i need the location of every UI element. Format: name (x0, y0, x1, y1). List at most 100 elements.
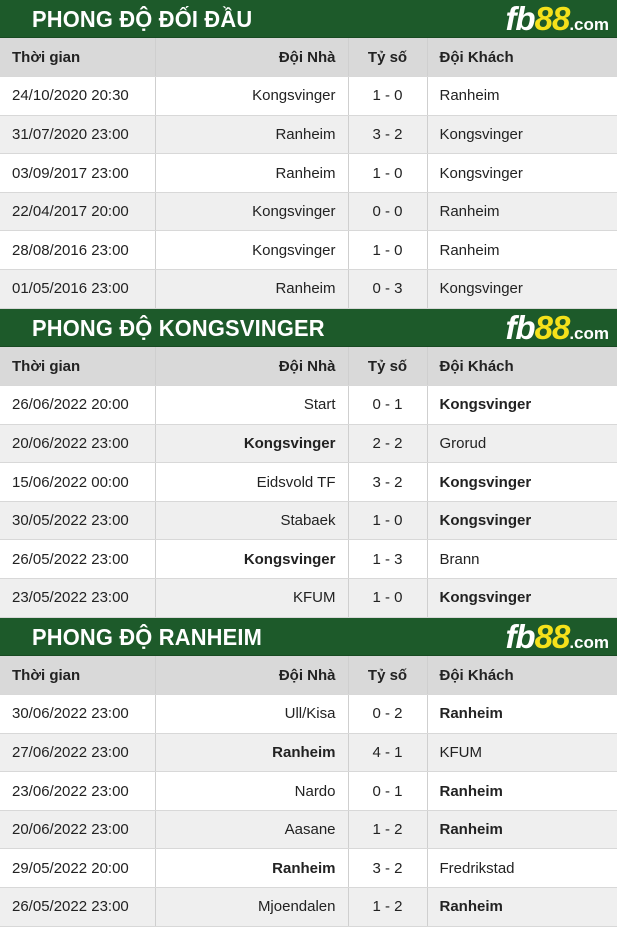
match-time: 24/10/2020 20:30 (0, 76, 156, 116)
match-score: 1 - 2 (348, 810, 428, 850)
home-team: Ranheim (155, 115, 349, 155)
home-team: Kongsvinger (155, 424, 349, 464)
home-team: KFUM (155, 578, 349, 618)
table-row: 26/06/2022 20:00 Start 0 - 1 Kongsvinger (0, 385, 617, 425)
home-team: Kongsvinger (155, 192, 349, 232)
col-away: Đội Khách (427, 347, 617, 387)
away-team: Kongsvinger (427, 115, 617, 155)
table-row: 20/06/2022 23:00 Aasane 1 - 2 Ranheim (0, 810, 617, 850)
table-row: 27/06/2022 23:00 Ranheim 4 - 1 KFUM (0, 733, 617, 773)
away-team: Ranheim (427, 771, 617, 811)
table-row: 01/05/2016 23:00 Ranheim 0 - 3 Kongsving… (0, 269, 617, 309)
match-time: 23/06/2022 23:00 (0, 771, 156, 811)
form-section: PHONG ĐỘ RANHEIM fb88.com Thời gian Đội … (0, 618, 617, 927)
match-time: 15/06/2022 00:00 (0, 462, 156, 502)
home-team: Ranheim (155, 269, 349, 309)
match-score: 0 - 1 (348, 771, 428, 811)
col-home: Đội Nhà (155, 38, 349, 78)
match-score: 0 - 0 (348, 192, 428, 232)
away-team: Ranheim (427, 810, 617, 850)
match-time: 31/07/2020 23:00 (0, 115, 156, 155)
match-score: 3 - 2 (348, 848, 428, 889)
match-time: 22/04/2017 20:00 (0, 192, 156, 232)
match-score: 1 - 0 (348, 153, 428, 193)
away-team: Ranheim (427, 76, 617, 116)
table-row: 23/05/2022 23:00 KFUM 1 - 0 Kongsvinger (0, 578, 617, 618)
home-team: Aasane (155, 810, 349, 850)
home-team: Ull/Kisa (155, 694, 349, 734)
table-row: 15/06/2022 00:00 Eidsvold TF 3 - 2 Kongs… (0, 462, 617, 502)
home-team: Nardo (155, 771, 349, 811)
match-score: 0 - 2 (348, 694, 428, 734)
fb88-logo: fb88.com (505, 618, 609, 655)
match-time: 26/05/2022 23:00 (0, 539, 156, 580)
away-team: Kongsvinger (427, 385, 617, 425)
match-score: 1 - 2 (348, 887, 428, 927)
away-team: Ranheim (427, 694, 617, 734)
col-score: Tỷ số (348, 38, 428, 78)
match-time: 26/06/2022 20:00 (0, 385, 156, 425)
match-time: 20/06/2022 23:00 (0, 810, 156, 850)
match-score: 3 - 2 (348, 462, 428, 502)
match-time: 30/05/2022 23:00 (0, 501, 156, 541)
match-score: 0 - 3 (348, 269, 428, 309)
col-time: Thời gian (0, 38, 156, 78)
form-section: PHONG ĐỘ KONGSVINGER fb88.com Thời gian … (0, 309, 617, 618)
match-score: 0 - 1 (348, 385, 428, 425)
match-score: 1 - 0 (348, 76, 428, 116)
table-row: 26/05/2022 23:00 Mjoendalen 1 - 2 Ranhei… (0, 887, 617, 927)
home-team: Kongsvinger (155, 76, 349, 116)
col-home: Đội Nhà (155, 347, 349, 387)
table-row: 28/08/2016 23:00 Kongsvinger 1 - 0 Ranhe… (0, 230, 617, 271)
away-team: Grorud (427, 424, 617, 464)
table-header-row: Thời gian Đội Nhà Tỷ số Đội Khách (0, 38, 617, 78)
home-team: Kongsvinger (155, 230, 349, 271)
away-team: Ranheim (427, 230, 617, 271)
away-team: Ranheim (427, 887, 617, 927)
col-time: Thời gian (0, 656, 156, 696)
section-header: PHONG ĐỘ KONGSVINGER fb88.com (0, 309, 617, 347)
section-title: PHONG ĐỘ KONGSVINGER (32, 315, 325, 341)
table-row: 03/09/2017 23:00 Ranheim 1 - 0 Kongsving… (0, 153, 617, 193)
results-table: Thời gian Đội Nhà Tỷ số Đội Khách 24/10/… (0, 38, 617, 309)
away-team: Kongsvinger (427, 269, 617, 309)
table-row: 23/06/2022 23:00 Nardo 0 - 1 Ranheim (0, 771, 617, 811)
match-time: 26/05/2022 23:00 (0, 887, 156, 927)
match-score: 1 - 0 (348, 501, 428, 541)
match-time: 23/05/2022 23:00 (0, 578, 156, 618)
away-team: Kongsvinger (427, 462, 617, 502)
away-team: Kongsvinger (427, 578, 617, 618)
match-time: 03/09/2017 23:00 (0, 153, 156, 193)
home-team: Start (155, 385, 349, 425)
section-header: PHONG ĐỘ ĐỐI ĐẦU fb88.com (0, 0, 617, 38)
home-team: Ranheim (155, 848, 349, 889)
results-table: Thời gian Đội Nhà Tỷ số Đội Khách 26/06/… (0, 347, 617, 618)
match-score: 2 - 2 (348, 424, 428, 464)
form-section: PHONG ĐỘ ĐỐI ĐẦU fb88.com Thời gian Đội … (0, 0, 617, 309)
away-team: Ranheim (427, 192, 617, 232)
home-team: Eidsvold TF (155, 462, 349, 502)
match-score: 1 - 0 (348, 578, 428, 618)
match-time: 30/06/2022 23:00 (0, 694, 156, 734)
results-table: Thời gian Đội Nhà Tỷ số Đội Khách 30/06/… (0, 656, 617, 927)
match-score: 3 - 2 (348, 115, 428, 155)
match-time: 20/06/2022 23:00 (0, 424, 156, 464)
table-row: 31/07/2020 23:00 Ranheim 3 - 2 Kongsving… (0, 115, 617, 155)
match-time: 27/06/2022 23:00 (0, 733, 156, 773)
match-time: 01/05/2016 23:00 (0, 269, 156, 309)
table-row: 29/05/2022 20:00 Ranheim 3 - 2 Fredrikst… (0, 848, 617, 889)
table-row: 20/06/2022 23:00 Kongsvinger 2 - 2 Groru… (0, 424, 617, 464)
section-title: PHONG ĐỘ RANHEIM (32, 624, 263, 650)
away-team: Kongsvinger (427, 153, 617, 193)
table-row: 26/05/2022 23:00 Kongsvinger 1 - 3 Brann (0, 539, 617, 580)
fb88-logo: fb88.com (505, 309, 609, 346)
table-header-row: Thời gian Đội Nhà Tỷ số Đội Khách (0, 347, 617, 387)
match-score: 1 - 3 (348, 539, 428, 580)
col-score: Tỷ số (348, 656, 428, 696)
table-header-row: Thời gian Đội Nhà Tỷ số Đội Khách (0, 656, 617, 696)
away-team: Brann (427, 539, 617, 580)
table-row: 24/10/2020 20:30 Kongsvinger 1 - 0 Ranhe… (0, 76, 617, 116)
col-away: Đội Khách (427, 656, 617, 696)
match-time: 28/08/2016 23:00 (0, 230, 156, 271)
